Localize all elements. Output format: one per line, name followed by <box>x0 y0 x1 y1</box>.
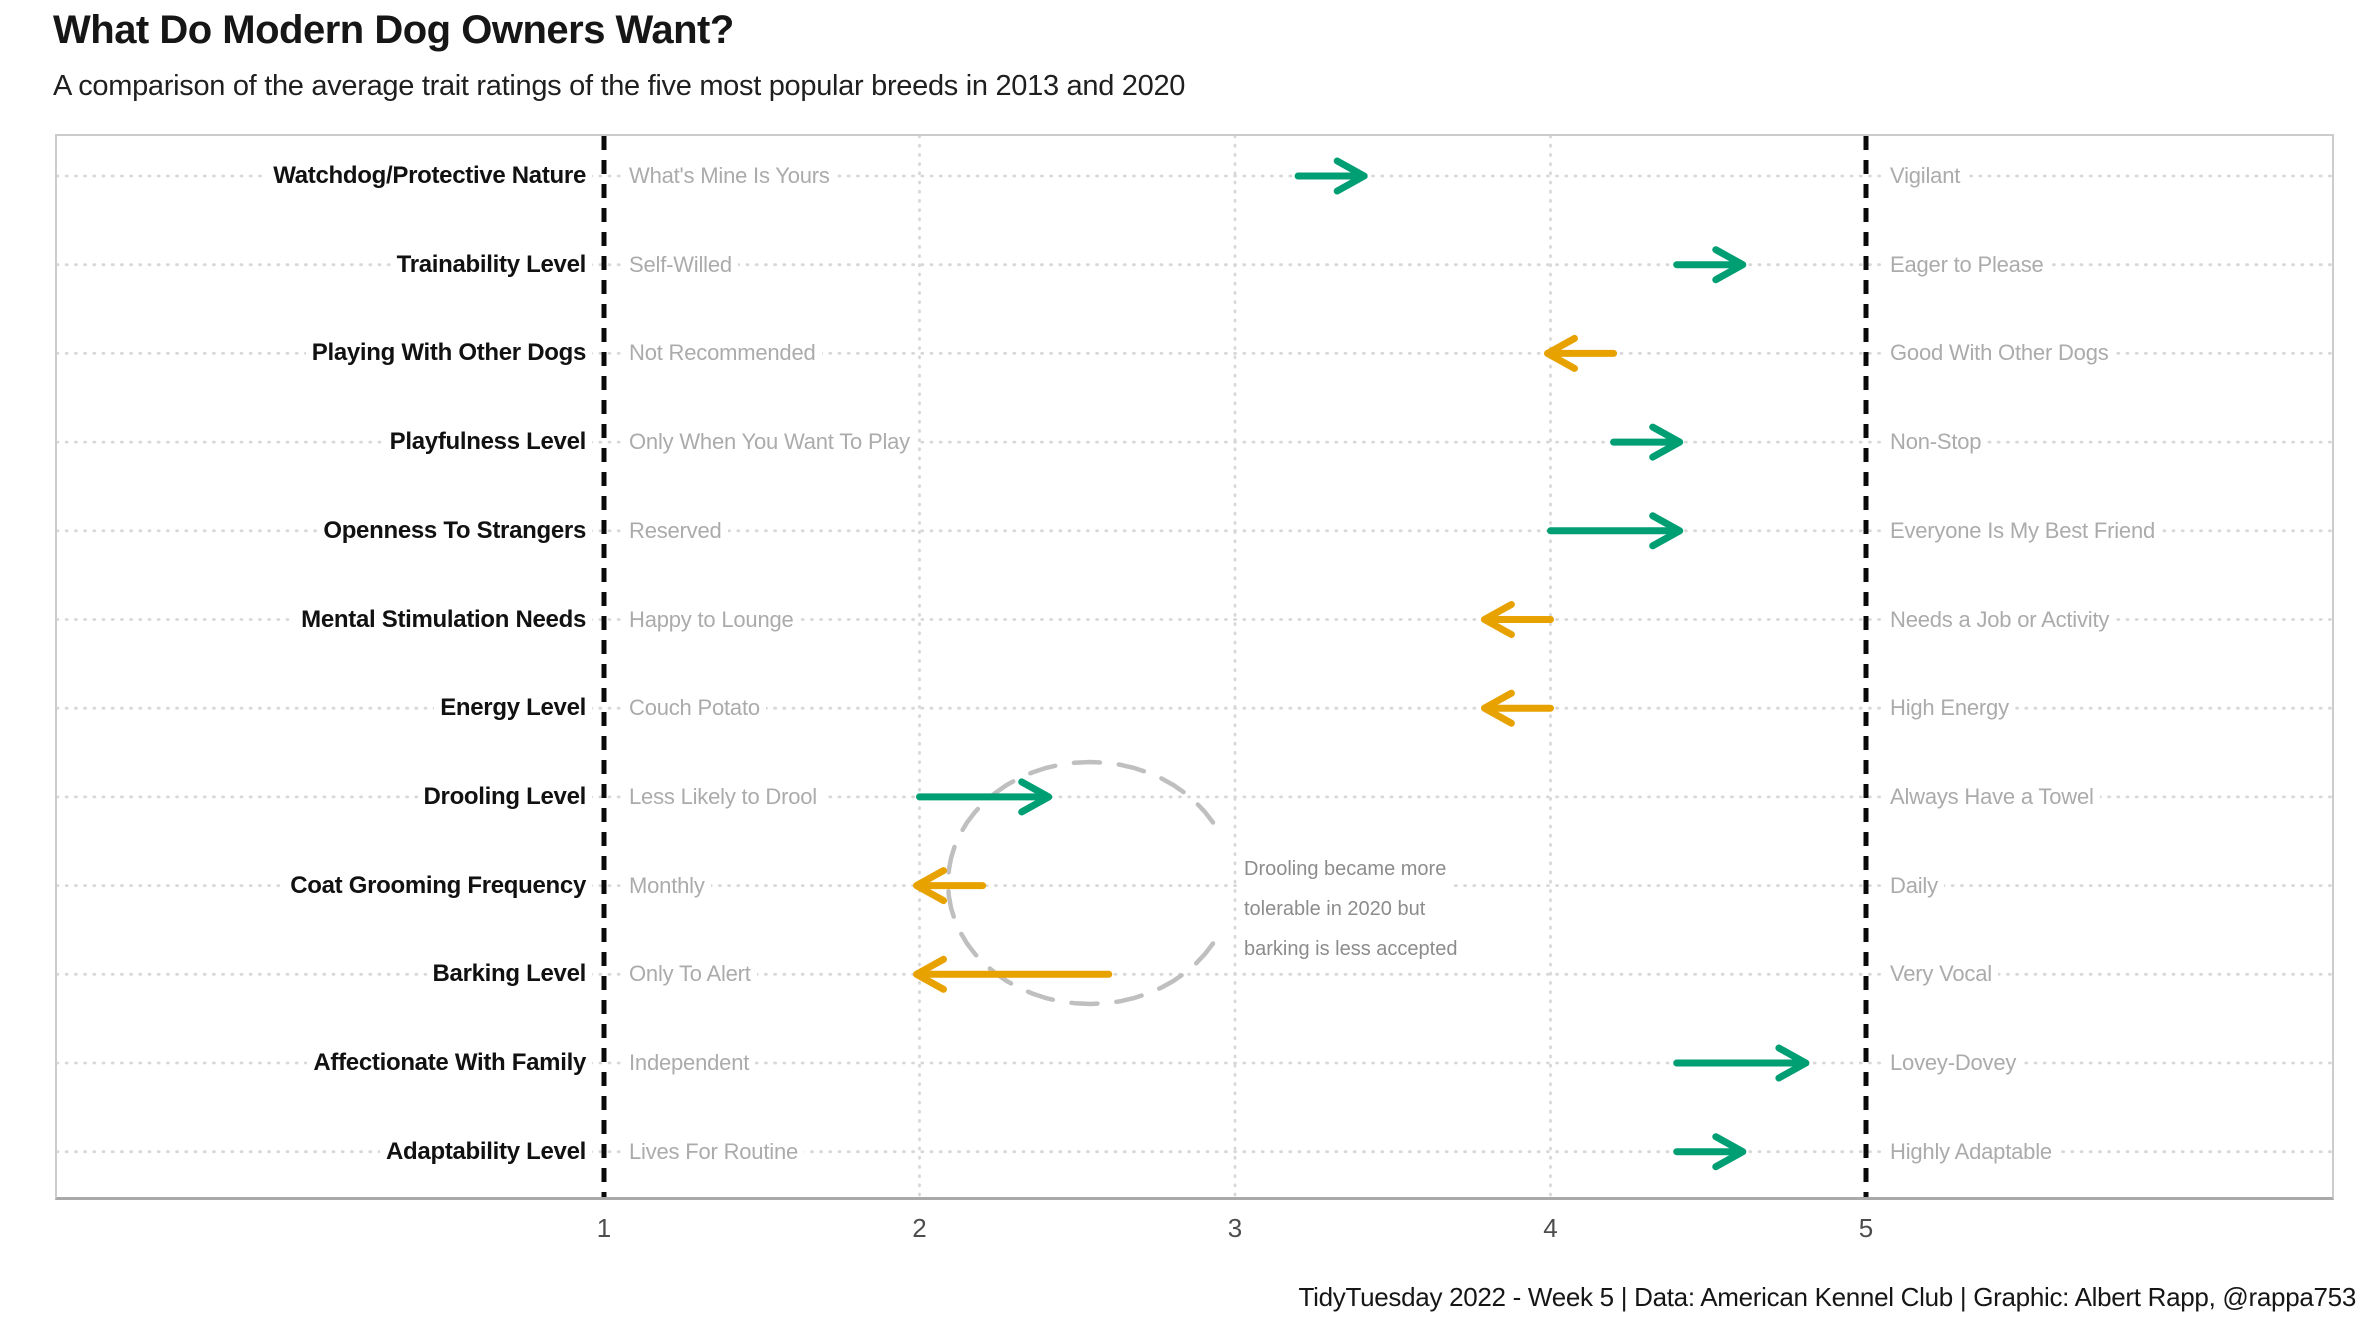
trend-arrow-head <box>1712 1133 1747 1171</box>
high-end-label: Eager to Please <box>1884 249 2050 280</box>
low-end-label: Reserved <box>623 515 728 546</box>
trend-arrow-head <box>1480 601 1515 638</box>
low-end-label: Monthly <box>623 870 711 901</box>
trait-label: Drooling Level <box>417 781 592 812</box>
trend-arrow-head <box>913 867 947 905</box>
x-tick-label: 3 <box>1227 1213 1243 1243</box>
trend-arrow-head <box>1333 157 1368 195</box>
trait-label: Barking Level <box>426 959 592 990</box>
x-tick-label: 1 <box>596 1213 612 1243</box>
x-tick-label: 4 <box>1543 1213 1558 1243</box>
trait-label: Openness To Strangers <box>317 515 592 546</box>
trend-arrow-head <box>1775 1044 1810 1082</box>
low-end-label: Independent <box>623 1048 756 1078</box>
high-end-label: Needs a Job or Activity <box>1884 604 2116 635</box>
trend-arrow-head <box>1649 423 1684 461</box>
trend-arrow-head <box>1480 689 1515 727</box>
low-end-label: Not Recommended <box>623 338 822 369</box>
low-end-label: Couch Potato <box>623 693 766 724</box>
high-end-label: Vigilant <box>1884 161 1967 191</box>
annotation: Drooling became more tolerable in 2020 b… <box>1240 849 1462 969</box>
low-end-label: Happy to Lounge <box>623 604 800 635</box>
low-end-label: What's Mine Is Yours <box>623 161 836 191</box>
trend-arrow-head <box>1649 512 1684 550</box>
plot-area <box>57 136 2332 1197</box>
trait-label: Energy Level <box>434 693 592 724</box>
x-tick-label: 5 <box>1858 1213 1874 1243</box>
trend-arrow-head <box>913 955 947 993</box>
highlight-ellipse <box>945 759 1216 1007</box>
annotation-line: Drooling became more <box>1240 849 1451 889</box>
trait-label: Mental Stimulation Needs <box>295 604 592 635</box>
plot-panel <box>55 134 2334 1200</box>
high-end-label: Always Have a Towel <box>1884 781 2100 812</box>
high-end-label: High Energy <box>1884 693 2015 724</box>
low-end-label: Less Likely to Drool <box>623 781 823 812</box>
trend-arrow-head <box>1712 246 1747 284</box>
chart-title: What Do Modern Dog Owners Want? <box>53 8 734 52</box>
trait-label: Playfulness Level <box>383 427 592 458</box>
low-end-label: Only When You Want To Play <box>623 427 916 458</box>
high-end-label: Very Vocal <box>1884 959 1998 990</box>
high-end-label: Highly Adaptable <box>1884 1136 2058 1167</box>
high-end-label: Lovey-Dovey <box>1884 1048 2023 1078</box>
trait-label: Coat Grooming Frequency <box>284 870 592 901</box>
caption: TidyTuesday 2022 - Week 5 | Data: Americ… <box>1298 1282 2357 1312</box>
annotation-line: barking is less accepted <box>1240 929 1462 969</box>
chart-subtitle: A comparison of the average trait rating… <box>53 70 1186 102</box>
high-end-label: Everyone Is My Best Friend <box>1884 515 2162 546</box>
x-tick-label: 2 <box>912 1213 927 1243</box>
trend-arrow-head <box>1544 334 1578 372</box>
high-end-label: Good With Other Dogs <box>1884 338 2115 369</box>
trait-label: Adaptability Level <box>380 1136 592 1167</box>
annotation-line: tolerable in 2020 but <box>1240 889 1430 929</box>
high-end-label: Non-Stop <box>1884 427 1988 458</box>
high-end-label: Daily <box>1884 870 1944 901</box>
trait-label: Watchdog/Protective Nature <box>267 161 592 191</box>
trait-label: Playing With Other Dogs <box>305 338 592 369</box>
trend-arrow-head <box>1018 778 1053 816</box>
low-end-label: Lives For Routine <box>623 1136 805 1167</box>
low-end-label: Only To Alert <box>623 959 757 990</box>
trait-label: Affectionate With Family <box>307 1048 592 1078</box>
low-end-label: Self-Willed <box>623 249 738 280</box>
trait-label: Trainability Level <box>390 249 592 280</box>
